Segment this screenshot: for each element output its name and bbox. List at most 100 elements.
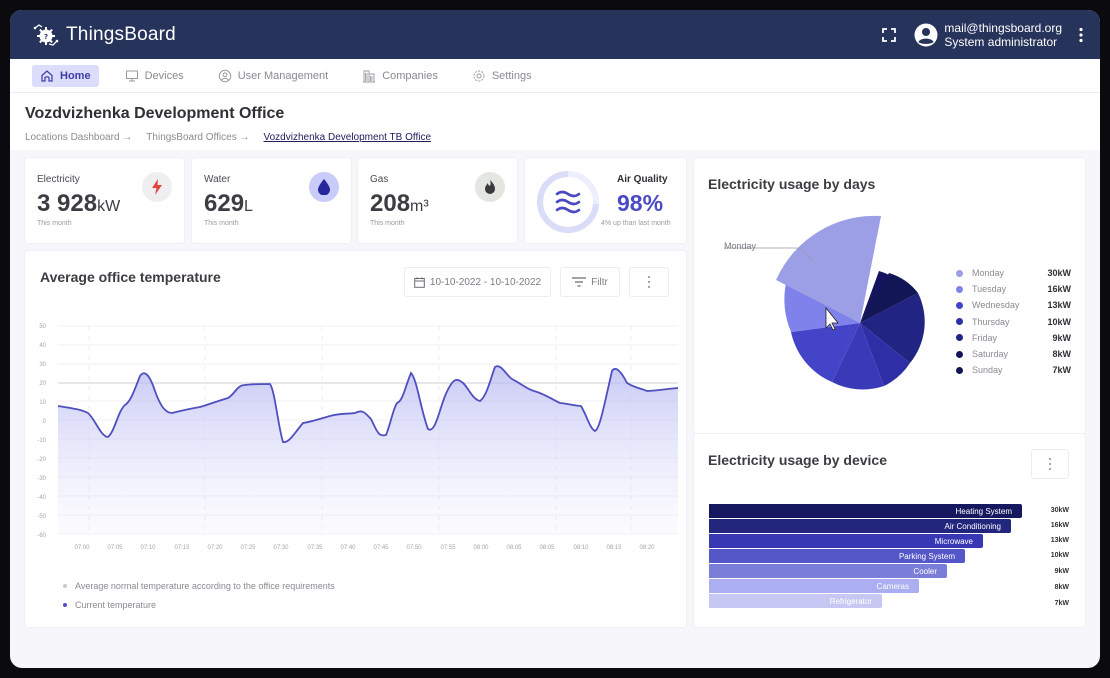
electricity-by-days-card: Electricity usage by days Monday Monday 3…: [694, 158, 1085, 434]
svg-text:07:20: 07:20: [207, 545, 223, 551]
slice-thursday: [832, 323, 884, 390]
breadcrumb-thingsboard-offices[interactable]: ThingsBoard Offices →: [146, 132, 250, 143]
filter-button[interactable]: Filtr: [560, 267, 620, 297]
bar-refrigerator[interactable]: Refrigerator: [709, 594, 882, 608]
fullscreen-icon[interactable]: [880, 26, 898, 44]
bar-cameras[interactable]: Cameras: [709, 579, 919, 593]
user-info[interactable]: mail@thingsboard.org System administrato…: [944, 21, 1062, 49]
legend-item-monday[interactable]: Monday 30kW: [956, 265, 1071, 281]
user-avatar-icon[interactable]: [914, 23, 938, 47]
slice-sunday: [860, 273, 918, 323]
temperature-area-chart: 50 40 30 20 10 0 -10 -20 -30 -40 -50 -60 07:00 07…: [37, 324, 679, 551]
bar-microwave[interactable]: Microwave: [709, 534, 983, 548]
topbar-actions: mail@thingsboard.org System administrato…: [880, 21, 1084, 49]
gas-stat-card: Gas 208m³ This month: [358, 158, 517, 243]
card-title: Electricity usage by device: [708, 452, 887, 468]
more-vert-icon[interactable]: [1078, 27, 1084, 43]
slice-saturday: [860, 271, 889, 323]
legend-item-friday[interactable]: Friday 9kW: [956, 330, 1071, 346]
more-options-button[interactable]: [1031, 449, 1069, 479]
svg-text:08:05: 08:05: [539, 545, 555, 551]
svg-text:50: 50: [39, 324, 46, 330]
stat-subtitle: This month: [204, 220, 239, 227]
page-header: Vozdvizhenka Development Office Location…: [10, 93, 1100, 150]
legend-dot-icon: [63, 603, 67, 607]
svg-text:?: ?: [44, 33, 48, 41]
breadcrumb: Locations Dashboard → ThingsBoard Office…: [25, 132, 1085, 143]
card-title: Electricity usage by days: [708, 176, 876, 192]
svg-text:-30: -30: [37, 476, 46, 482]
svg-text:-10: -10: [37, 438, 46, 444]
mouse-cursor-icon: [825, 306, 839, 331]
callout-line: [724, 247, 815, 262]
legend-item-sunday[interactable]: Sunday 7kW: [956, 362, 1071, 378]
bar-cooler[interactable]: Cooler: [709, 564, 947, 578]
more-options-button[interactable]: [629, 267, 669, 297]
water-drop-icon: [309, 172, 339, 202]
bar-value: 13kW: [1050, 537, 1069, 544]
card-title: Average office temperature: [40, 269, 221, 285]
slice-wednesday: [791, 323, 860, 382]
legend-item-current-temperature[interactable]: Current temperature: [63, 600, 156, 610]
svg-text:-20: -20: [37, 457, 46, 463]
bar-value: 30kW: [1050, 507, 1069, 514]
legend-item-thursday[interactable]: Thursday 10kW: [956, 314, 1071, 330]
legend-item-average-normal[interactable]: Average normal temperature according to …: [63, 581, 335, 591]
brand[interactable]: ? ThingsBoard: [32, 21, 176, 49]
user-email: mail@thingsboard.org: [944, 20, 1062, 35]
svg-text:0: 0: [43, 419, 47, 425]
stat-label: Gas: [370, 174, 389, 185]
electricity-stat-card: Electricity 3 928kW This month: [25, 158, 184, 243]
more-vert-icon: [1049, 458, 1051, 470]
slice-monday: [776, 215, 881, 323]
thingsboard-logo-icon: ?: [33, 23, 59, 46]
breadcrumb-locations-dashboard[interactable]: Locations Dashboard →: [25, 132, 133, 143]
nav-item-settings[interactable]: Settings: [464, 65, 540, 87]
bar-air-conditioning[interactable]: Air Conditioning: [709, 519, 1011, 533]
svg-text:10: 10: [39, 400, 46, 406]
svg-text:07:25: 07:25: [240, 545, 256, 551]
lightning-icon: [142, 172, 172, 202]
slice-thursday-part: [860, 323, 910, 386]
svg-text:07:45: 07:45: [373, 545, 389, 551]
svg-text:-60: -60: [37, 533, 46, 539]
main-nav: Home Devices User Management Companies S…: [10, 59, 1100, 93]
bar-value: 9kW: [1054, 568, 1069, 575]
legend-item-saturday[interactable]: Saturday 8kW: [956, 346, 1071, 362]
svg-text:30: 30: [39, 362, 46, 368]
svg-text:40: 40: [39, 343, 46, 349]
temperature-chart-card: Average office temperature 10-10-2022 - …: [25, 251, 686, 627]
stat-label: Water: [204, 174, 231, 185]
date-range-button[interactable]: 10-10-2022 - 10-10-2022: [404, 267, 551, 297]
calendar-icon: [414, 276, 425, 288]
svg-text:-50: -50: [37, 514, 46, 520]
user-circle-icon: [218, 69, 231, 82]
svg-text:07:50: 07:50: [406, 545, 422, 551]
nav-item-devices[interactable]: Devices: [117, 65, 192, 87]
app-window: ? ThingsBoard mail@thingsboard.org Syste…: [10, 10, 1100, 668]
building-icon: [363, 70, 376, 82]
bar-heating-system[interactable]: Heating System: [709, 504, 1022, 518]
nav-item-companies[interactable]: Companies: [354, 65, 446, 87]
water-stat-card: Water 629L This month: [192, 158, 351, 243]
callout-label: Monday: [724, 241, 757, 251]
stat-subtitle: This month: [37, 220, 72, 227]
nav-item-user-management[interactable]: User Management: [210, 65, 337, 87]
legend-dot-icon: [63, 584, 67, 588]
legend-item-tuesday[interactable]: Tuesday 16kW: [956, 281, 1071, 297]
top-bar: ? ThingsBoard mail@thingsboard.org Syste…: [10, 10, 1100, 59]
breadcrumb-current-office[interactable]: Vozdvizhenka Development TB Office: [263, 132, 432, 143]
monitor-icon: [125, 70, 138, 81]
svg-text:-40: -40: [37, 495, 46, 501]
legend-item-wednesday[interactable]: Wednesday 13kW: [956, 297, 1071, 313]
slice-tuesday: [784, 283, 860, 332]
nav-item-home[interactable]: Home: [32, 64, 99, 87]
more-vert-icon: [648, 276, 650, 288]
flame-icon: [475, 172, 505, 202]
svg-text:07:05: 07:05: [107, 545, 123, 551]
waves-icon: [555, 190, 581, 214]
air-quality-card: Air Quality 98% 4% up than last month: [525, 158, 686, 243]
bar-value: 7kW: [1054, 600, 1069, 607]
bar-parking-system[interactable]: Parking System: [709, 549, 965, 563]
svg-text:08:05: 08:05: [506, 545, 522, 551]
